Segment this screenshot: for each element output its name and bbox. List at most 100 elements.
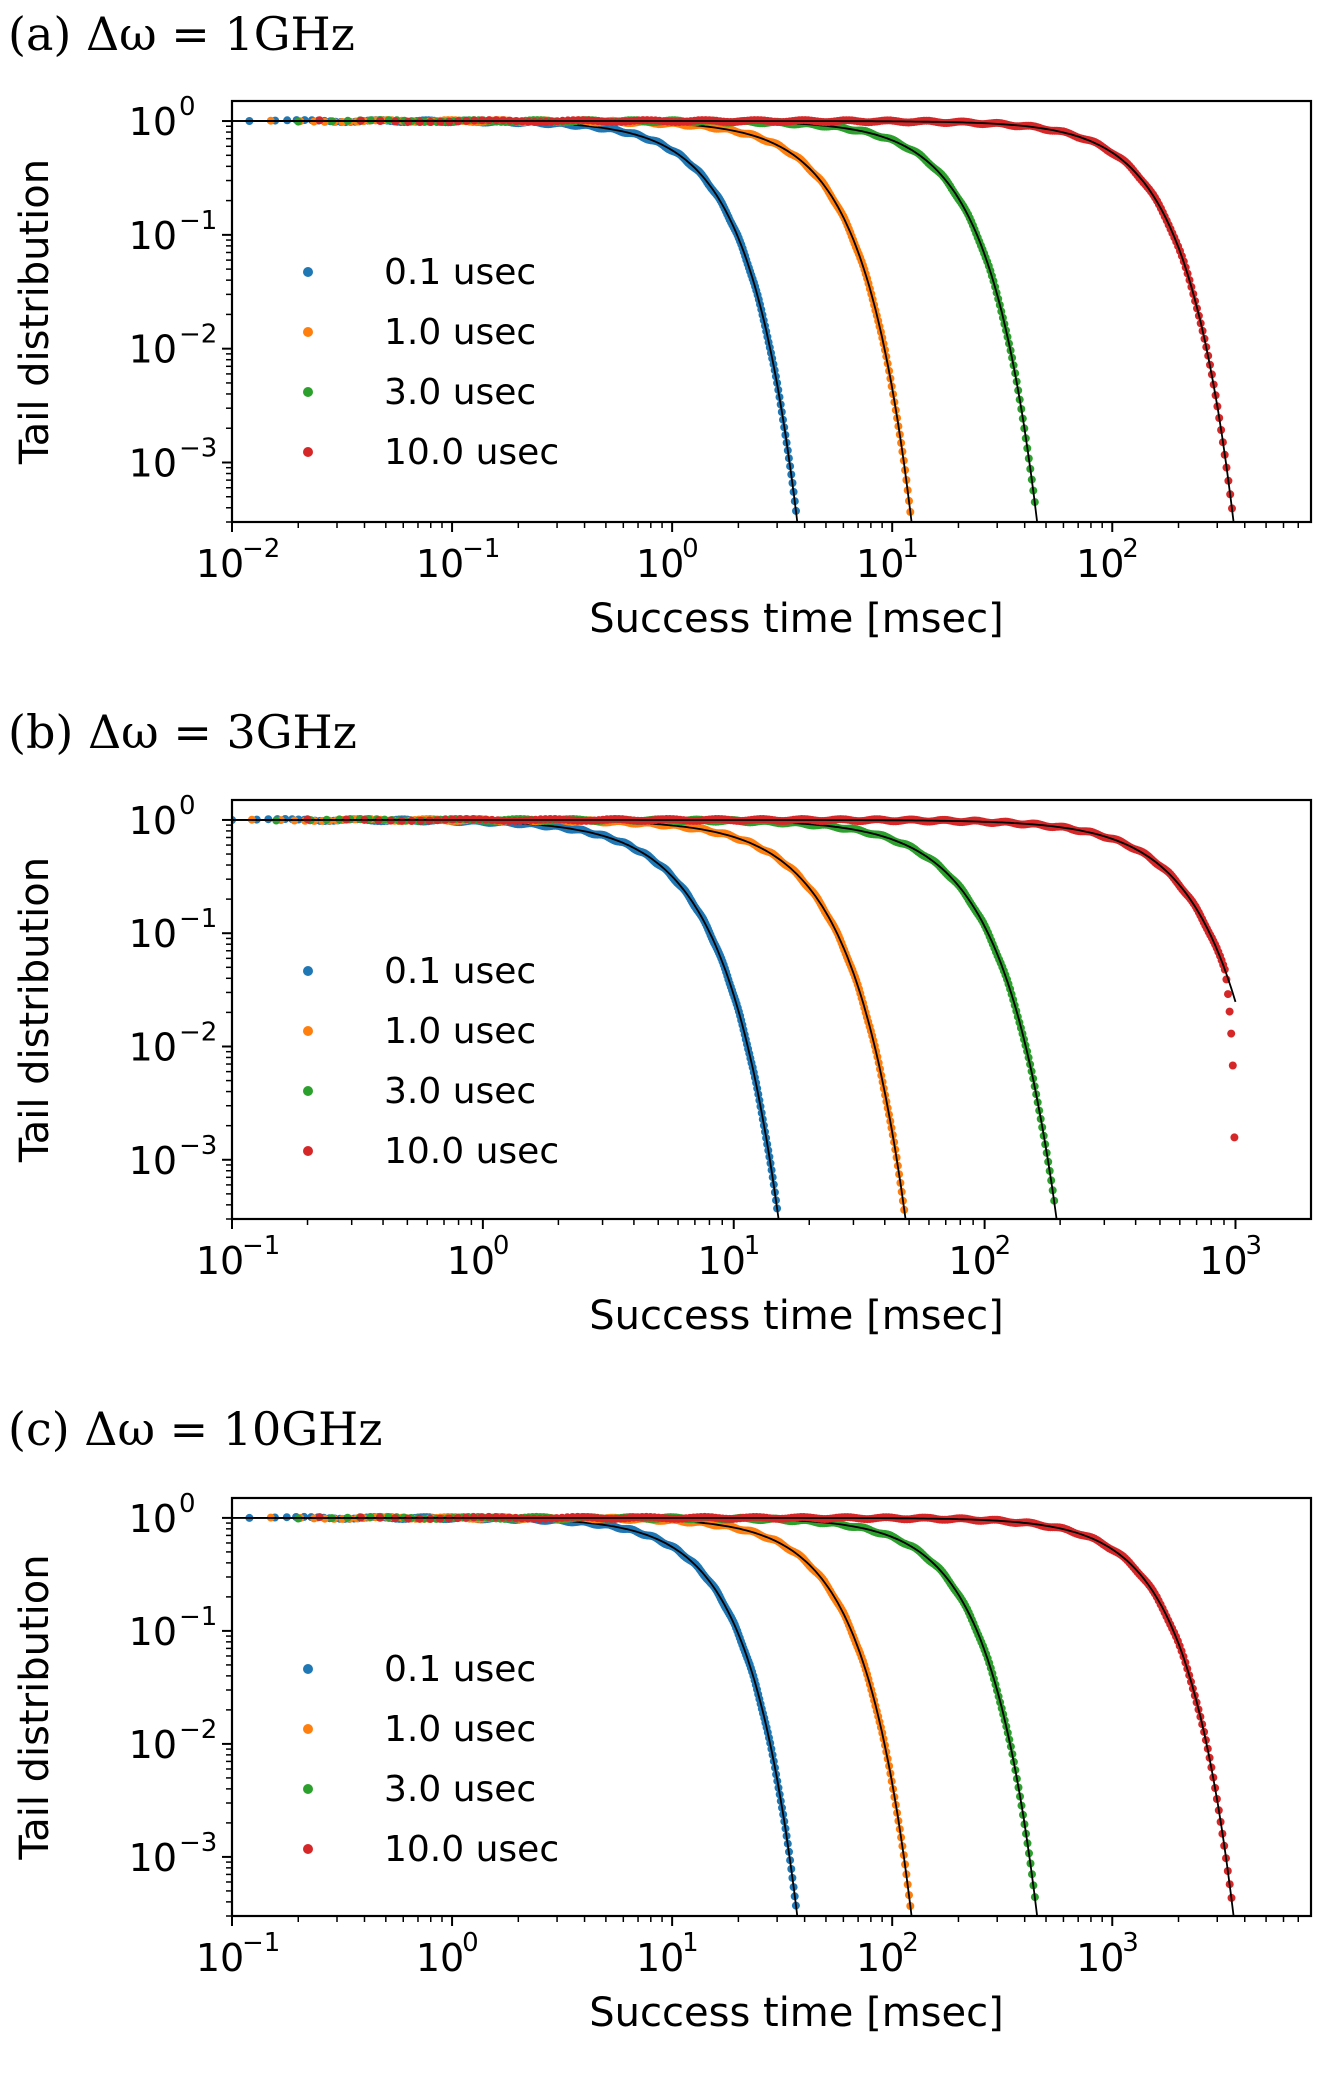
- legend-marker: [303, 1664, 313, 1674]
- fit-curve: [232, 819, 1058, 1219]
- x-tick-label: 10: [196, 1239, 244, 1283]
- legend-label: 10.0 usec: [384, 1829, 559, 1870]
- x-tick-exponent: 2: [1122, 534, 1139, 564]
- axes-frame: [230, 1496, 1313, 1918]
- legend-marker: [303, 966, 313, 976]
- axes-frame: [230, 798, 1313, 1221]
- x-axis-label: Success time [msec]: [589, 596, 1003, 642]
- x-tick-label: 10: [1076, 542, 1124, 586]
- y-tick-label: 10: [129, 912, 177, 956]
- y-tick-exponent: −2: [179, 1715, 217, 1745]
- series-3-0-usec: [249, 1512, 1039, 1916]
- x-tick-label: 10: [636, 542, 684, 586]
- data-point: [426, 118, 435, 126]
- x-tick-exponent: 2: [995, 1231, 1012, 1261]
- x-tick-label: 10: [447, 1239, 495, 1283]
- series-10-0-usec: [270, 1512, 1236, 1916]
- data-point: [505, 816, 514, 825]
- y-tick-exponent: −3: [179, 1131, 217, 1161]
- data-point: [1225, 1007, 1234, 1016]
- x-axis-label: Success time [msec]: [589, 1990, 1003, 2036]
- x-tick-label: 10: [1199, 1239, 1247, 1283]
- series-3-0-usec: [232, 815, 1059, 1219]
- x-tick-label: 10: [856, 542, 904, 586]
- legend-label: 1.0 usec: [384, 312, 536, 353]
- x-tick-exponent: 1: [902, 534, 919, 564]
- x-tick-exponent: 2: [902, 1928, 919, 1958]
- data-point: [1227, 1029, 1236, 1038]
- legend-label: 1.0 usec: [384, 1709, 536, 1750]
- legend-marker: [303, 387, 313, 397]
- panel-title: (b) Δω = 3GHz: [8, 705, 357, 759]
- x-tick-exponent: 0: [462, 1928, 479, 1958]
- data-point: [415, 118, 424, 126]
- x-tick-label: 10: [416, 1936, 464, 1980]
- y-tick-label: 10: [129, 441, 177, 485]
- legend-marker: [303, 327, 313, 337]
- x-tick-label: 10: [416, 542, 464, 586]
- data-point: [1230, 1133, 1239, 1142]
- y-tick-label: 10: [129, 214, 177, 258]
- data-point: [407, 816, 416, 825]
- y-tick-label: 10: [129, 1497, 177, 1541]
- fit-curve: [270, 1517, 1235, 1916]
- data-point: [426, 1514, 435, 1523]
- data-point: [530, 118, 539, 126]
- y-tick-label: 10: [129, 1836, 177, 1880]
- data-point: [1224, 990, 1232, 999]
- legend-label: 1.0 usec: [384, 1011, 536, 1052]
- y-tick-exponent: −1: [179, 1602, 217, 1632]
- x-tick-exponent: 0: [493, 1231, 510, 1261]
- y-tick-exponent: −1: [179, 904, 217, 934]
- legend-label: 3.0 usec: [384, 372, 536, 413]
- x-tick-label: 10: [1076, 1936, 1124, 1980]
- legend-label: 0.1 usec: [384, 252, 536, 293]
- legend: 0.1 usec 1.0 usec 3.0 usec 10.0 usec: [303, 951, 559, 1172]
- x-tick-label: 10: [948, 1239, 996, 1283]
- y-tick-exponent: −1: [179, 206, 217, 236]
- x-tick-exponent: −1: [242, 1928, 280, 1958]
- y-axis-label: Tail distribution: [12, 159, 58, 465]
- fit-curve: [270, 120, 1235, 522]
- x-tick-label: 10: [698, 1239, 746, 1283]
- legend-marker: [303, 1026, 313, 1036]
- y-tick-exponent: −2: [179, 1017, 217, 1047]
- fit-curve: [249, 120, 1039, 522]
- y-tick-label: 10: [129, 1139, 177, 1183]
- legend-label: 3.0 usec: [384, 1071, 536, 1112]
- x-tick-exponent: −1: [242, 1231, 280, 1261]
- series-3-0-usec: [249, 116, 1039, 522]
- x-tick-exponent: 1: [744, 1231, 761, 1261]
- legend-marker: [303, 1146, 313, 1156]
- plot-area: [232, 815, 1239, 1219]
- x-tick-exponent: 3: [1122, 1928, 1139, 1958]
- y-tick-exponent: −3: [179, 1828, 217, 1858]
- data-point: [536, 118, 545, 126]
- plot-area: [232, 1512, 1236, 1916]
- legend-marker: [303, 447, 313, 457]
- y-tick-label: 10: [129, 799, 177, 843]
- legend-marker: [303, 267, 313, 277]
- fit-curve: [232, 819, 907, 1219]
- legend-label: 3.0 usec: [384, 1769, 536, 1810]
- x-axis-label: Success time [msec]: [589, 1293, 1003, 1339]
- fit-curve: [251, 819, 1237, 1003]
- y-axis-label: Tail distribution: [12, 857, 58, 1163]
- legend-marker: [303, 1844, 313, 1854]
- x-tick-label: 10: [196, 542, 244, 586]
- fit-curve: [232, 1517, 913, 1916]
- y-axis-label: Tail distribution: [12, 1554, 58, 1860]
- legend-marker: [303, 1784, 313, 1794]
- legend-marker: [303, 1086, 313, 1096]
- y-tick-exponent: 0: [179, 791, 196, 821]
- x-tick-exponent: 3: [1245, 1231, 1262, 1261]
- data-point: [397, 816, 406, 825]
- legend-label: 10.0 usec: [384, 1131, 559, 1172]
- y-tick-label: 10: [129, 1723, 177, 1767]
- x-tick-exponent: 0: [682, 534, 699, 564]
- data-point: [535, 1514, 544, 1523]
- legend-label: 0.1 usec: [384, 951, 536, 992]
